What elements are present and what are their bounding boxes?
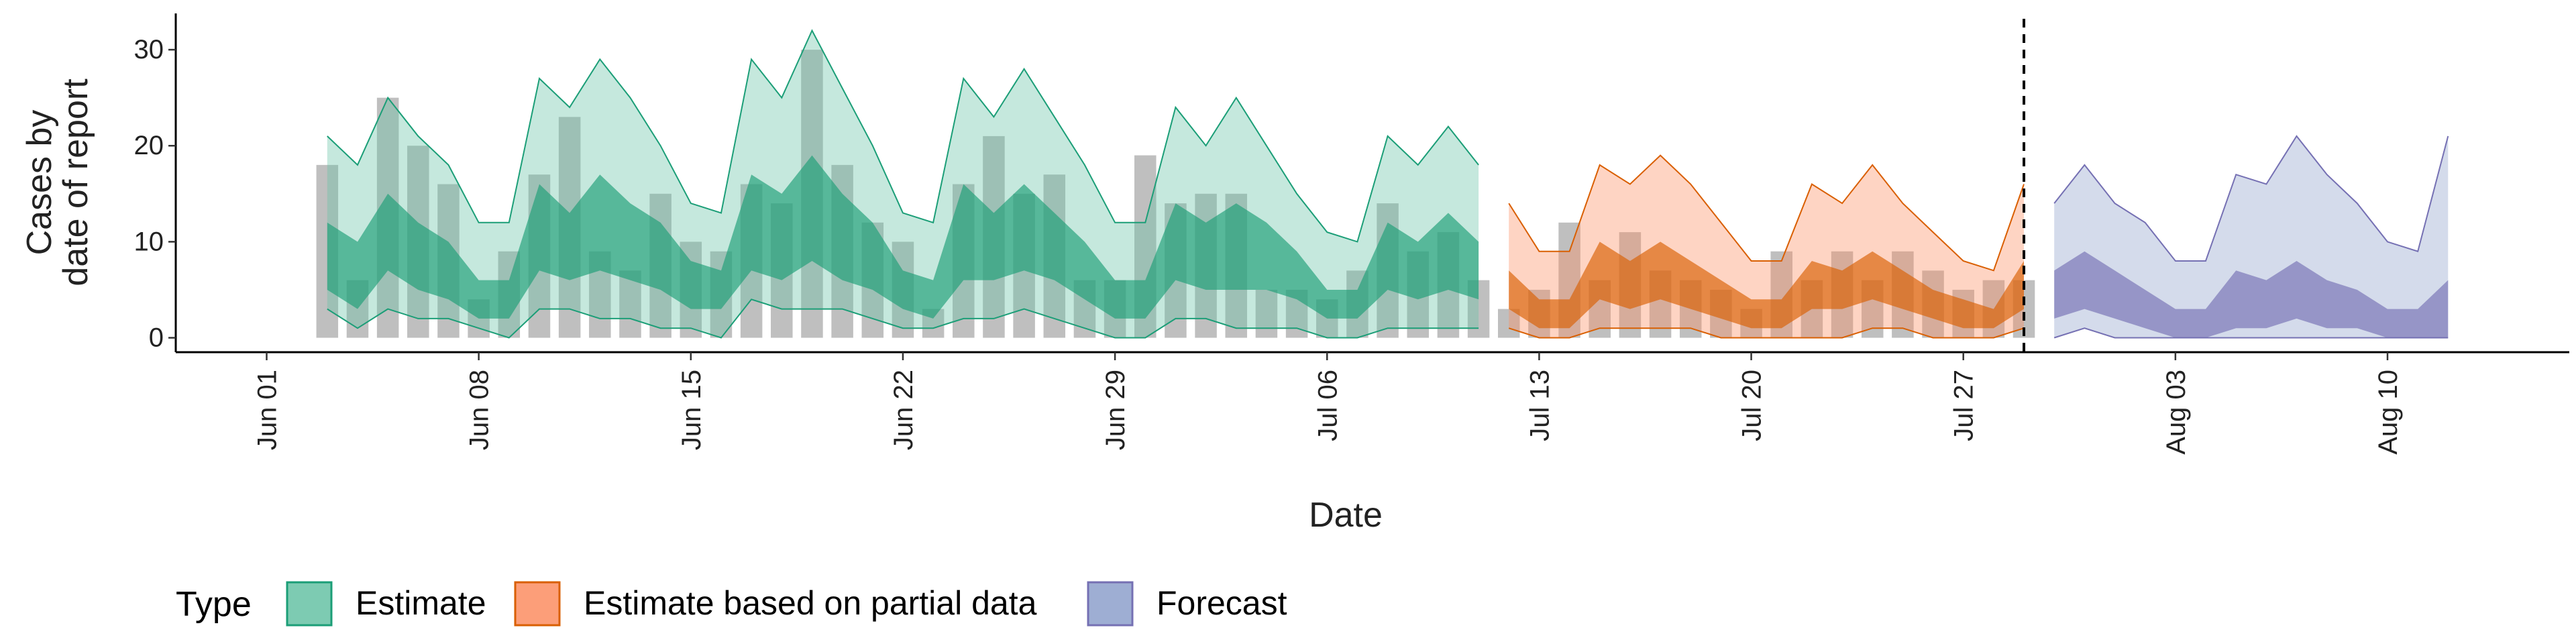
estimate-based-on-partial-data-inner-band [1509,241,2024,329]
legend-key-forecast [1087,581,1134,627]
bands-layer [327,29,2449,339]
legend-label-estimate: Estimate [356,584,486,622]
legend-title: Type [176,585,252,624]
y-axis-title-line-1: Cases by [20,110,59,256]
legend: Type Estimate Estimate based on partial da… [176,581,1287,627]
x-axis-title: Date [1309,496,1383,535]
x-tick-label-2020-07-06: Jul 06 [1313,370,1342,441]
legend-label-estimate-based-on-partial-data: Estimate based on partial data [584,584,1037,622]
estimate-outer-lower-line [327,299,1479,339]
y-tick-label-10: 10 [134,227,164,256]
y-tick-label-30: 30 [134,35,164,64]
x-tick-label-2020-06-08: Jun 08 [465,370,494,450]
x-tick-label-2020-07-27: Jul 27 [1949,370,1979,441]
x-tick-label-2020-06-01: Jun 01 [252,370,282,450]
forecast-inner-band [2054,251,2449,338]
estimate-based-on-partial-data-outer-upper-line [1508,154,2025,272]
axes-layer: 0 10 20 30 Jun 01 Jun 08 Jun 15 Jun 22 Jun 29 Jul… [20,13,2569,535]
x-tick-label-2020-07-13: Jul 13 [1525,370,1554,441]
bar-2020-07-04 [1255,289,1278,338]
estimate-outer-upper-line [327,29,1479,243]
x-tick-label-2020-06-29: Jun 29 [1101,370,1130,450]
forecast-outer-lower-line [2053,327,2449,339]
x-tick-label-2020-06-22: Jun 22 [889,370,918,450]
x-tick-label-2020-07-20: Jul 20 [1737,370,1767,441]
estimate-inner-band [327,155,1479,319]
forecast-outer-upper-line [2053,135,2449,262]
y-tick-label-20: 20 [134,131,164,160]
x-tick-label-2020-08-03: Aug 03 [2161,370,2191,455]
forecast-outer-band [2054,136,2449,338]
legend-label-forecast: Forecast [1157,584,1287,622]
x-tick-label-2020-06-15: Jun 15 [677,370,706,450]
bar-2020-07-12 [1497,309,1520,338]
y-axis-title-line-2: date of report [56,78,95,286]
legend-key-estimate-based-on-partial-data [514,581,561,627]
legend-key-estimate [286,581,333,627]
y-tick-label-0: 0 [149,323,164,353]
x-tick-label-2020-08-10: Aug 10 [2373,370,2403,455]
estimate-based-on-partial-data-outer-lower-line [1508,327,2025,339]
